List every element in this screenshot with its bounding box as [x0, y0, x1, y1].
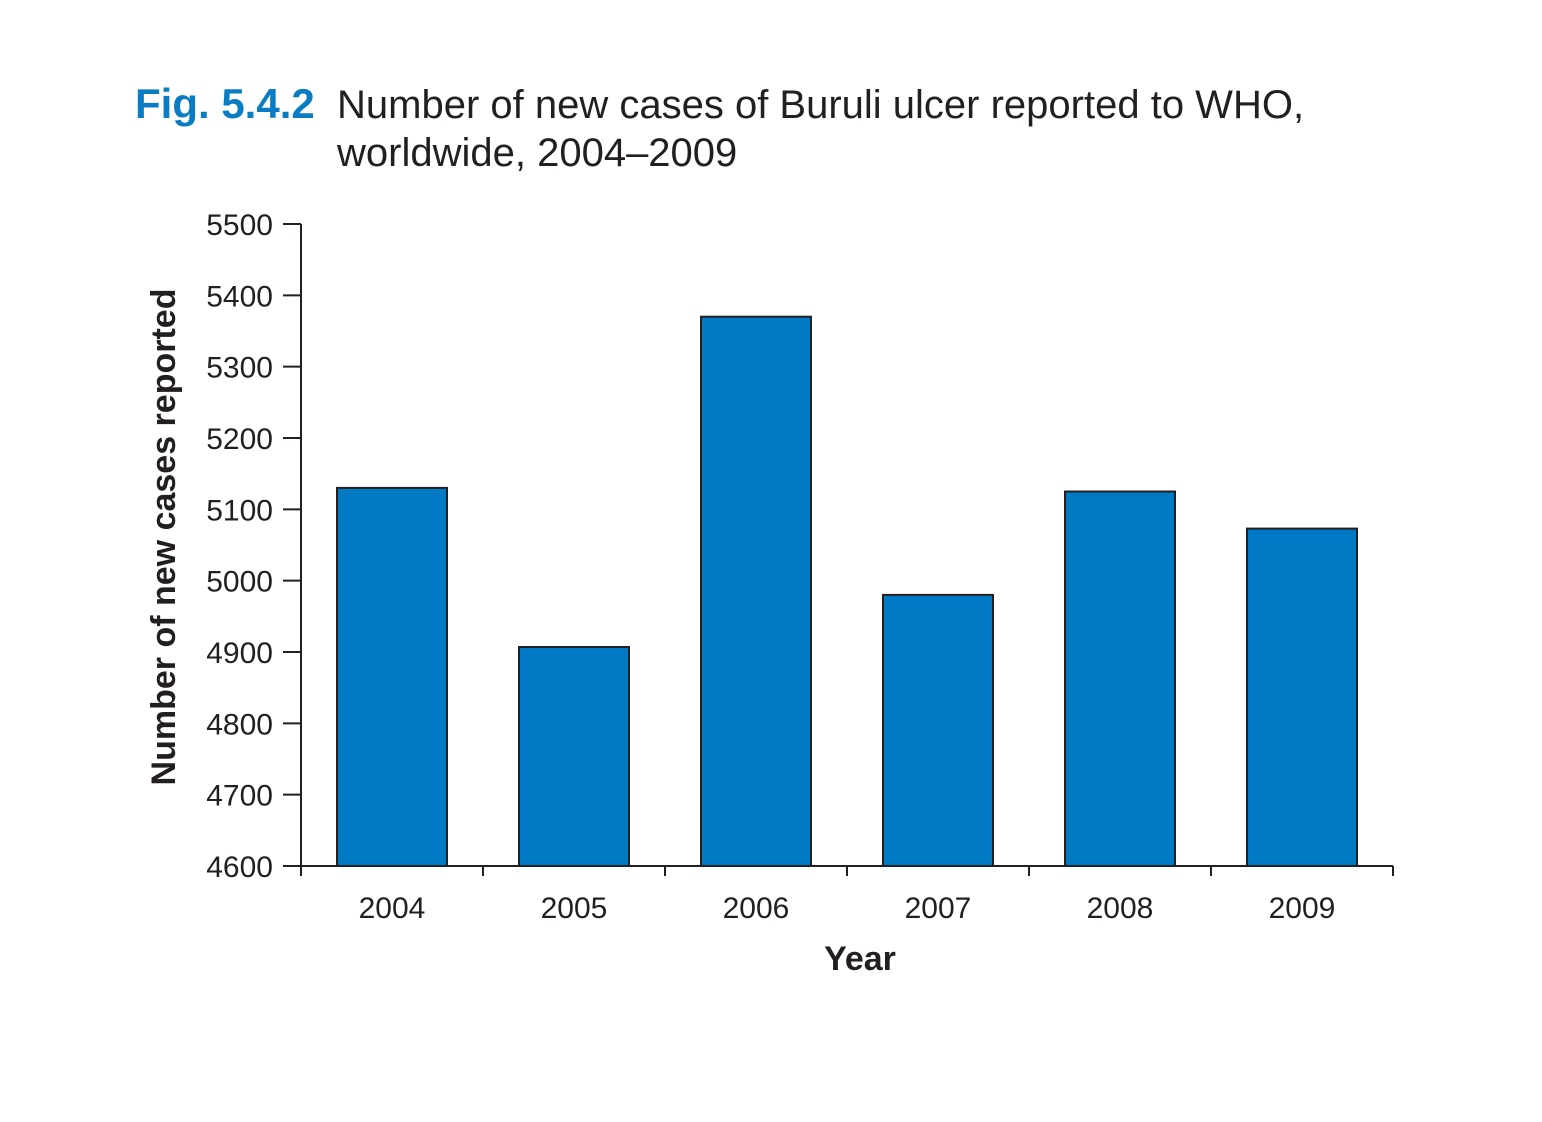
y-tick-label-5100: 5100: [206, 494, 273, 527]
chart-title-line-2: worldwide, 2004–2009: [336, 131, 737, 175]
y-tick-label-5300: 5300: [206, 352, 273, 385]
figure-label: Fig. 5.4.2: [135, 80, 315, 127]
x-tick-label-2008: 2008: [1087, 892, 1154, 925]
bar-2006: [700, 315, 812, 867]
x-tick-label-2004: 2004: [359, 892, 426, 925]
x-tick-label-2007: 2007: [905, 892, 972, 925]
y-tick-label-5200: 5200: [206, 423, 273, 456]
bar-2009: [1246, 527, 1358, 867]
y-tick-label-4800: 4800: [206, 708, 273, 741]
y-axis-title: Number of new cases reported: [145, 289, 183, 786]
chart-title-line-1: Number of new cases of Buruli ulcer repo…: [337, 83, 1304, 127]
y-tick-label-5000: 5000: [206, 566, 273, 599]
x-tick-label-2006: 2006: [723, 892, 790, 925]
x-tick-label-2005: 2005: [541, 892, 608, 925]
y-tick-label-4700: 4700: [206, 780, 273, 813]
plot-area: 4600 4700 4800 4900 5000 5100 5200 5300 5400 5500…: [206, 209, 1394, 925]
y-tick-label-5500: 5500: [206, 209, 273, 242]
bar-2007: [882, 593, 994, 868]
x-tick-label-2009: 2009: [1269, 892, 1336, 925]
bar-2008: [1064, 490, 1176, 867]
bar-2005: [518, 646, 630, 867]
bar-2004: [336, 486, 448, 867]
x-axis-title: Year: [824, 940, 896, 978]
y-tick-label-5400: 5400: [206, 280, 273, 313]
y-tick-label-4900: 4900: [206, 637, 273, 670]
y-tick-label-4600: 4600: [206, 851, 273, 884]
